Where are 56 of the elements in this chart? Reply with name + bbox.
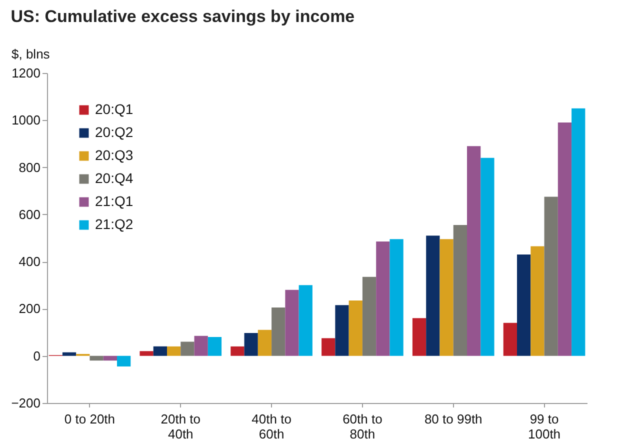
y-tick-label: 200: [18, 301, 40, 316]
bar: [208, 337, 222, 356]
x-tick-label: 60th to 80th: [342, 412, 382, 442]
legend-label: 20:Q3: [95, 147, 134, 163]
bar: [322, 338, 336, 356]
bar: [348, 300, 362, 356]
legend-label: 20:Q1: [95, 101, 134, 117]
bar: [335, 305, 349, 356]
bar: [480, 158, 494, 356]
bar: [244, 332, 258, 356]
bar: [376, 242, 390, 356]
bar: [453, 225, 467, 356]
bar: [530, 246, 544, 356]
bar: [194, 336, 208, 356]
bar: [285, 290, 299, 356]
bar: [503, 322, 517, 356]
y-tick-label: 800: [18, 160, 40, 175]
bar: [140, 351, 154, 356]
y-tick-label: −200: [11, 396, 40, 410]
y-tick-label: 400: [18, 254, 40, 270]
x-tick-label: 80 to 99th: [424, 412, 482, 426]
x-tick-label: 40th to 60th: [252, 412, 292, 442]
bar: [117, 356, 131, 366]
bar: [426, 236, 440, 356]
bar: [180, 342, 194, 356]
x-tick-label: 99 to 100th: [528, 412, 561, 442]
bar: [440, 239, 454, 356]
y-axis-title: $, blns: [12, 46, 50, 62]
bar: [167, 346, 181, 356]
bar: [258, 330, 272, 356]
legend-label: 21:Q1: [95, 193, 134, 209]
bar: [544, 196, 558, 356]
bar: [90, 356, 104, 361]
bar: [390, 239, 404, 356]
legend-label: 20:Q2: [95, 124, 134, 140]
chart-title: US: Cumulative excess savings by income: [10, 7, 355, 26]
y-tick-label: 1200: [12, 66, 40, 80]
bar: [272, 308, 286, 356]
bar: [298, 285, 312, 356]
bar: [103, 356, 117, 361]
y-tick-label: 600: [18, 206, 40, 222]
bar: [412, 318, 426, 356]
bar: [153, 346, 167, 356]
y-tick-label: 1000: [12, 112, 40, 128]
x-tick-label: 0 to 20th: [64, 412, 116, 426]
bar: [62, 352, 76, 356]
legend-label: 20:Q4: [95, 170, 134, 186]
bar: [467, 146, 481, 356]
bar: [362, 276, 376, 356]
bar: [572, 108, 586, 356]
bar: [230, 346, 244, 356]
x-tick-label: 20th to 40th: [160, 412, 201, 442]
bar: [558, 122, 572, 356]
legend-label: 21:Q2: [95, 216, 134, 232]
bar: [517, 254, 531, 356]
y-tick-label: 0: [33, 348, 40, 364]
